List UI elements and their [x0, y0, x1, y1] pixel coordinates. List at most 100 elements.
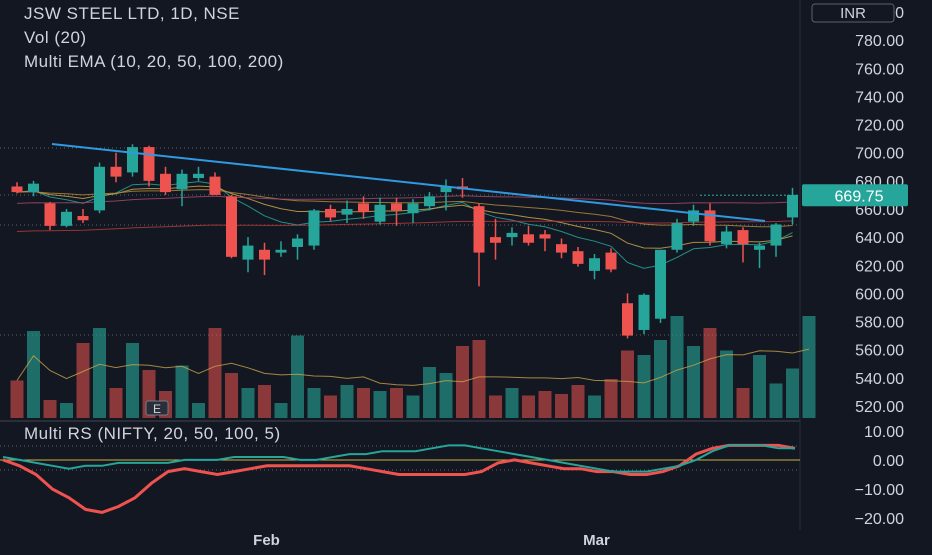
candle-body [770, 224, 782, 246]
candle-body [28, 183, 39, 193]
earnings-marker-box [145, 400, 169, 416]
candle-body [374, 204, 386, 222]
candle-body [638, 294, 650, 330]
candle-body [572, 251, 584, 264]
candle-body [160, 173, 171, 193]
rs-tick-label: −20.00 [855, 511, 904, 528]
candle-body [589, 258, 600, 271]
earnings-marker: E [145, 400, 169, 416]
rs-main-line [2, 443, 796, 514]
candle-body [44, 203, 56, 226]
price-tick-label: 640.00 [855, 230, 904, 247]
volume-bar [802, 316, 816, 418]
price-tick-label: 620.00 [855, 258, 904, 275]
candle-body [506, 232, 518, 238]
volume-bar [489, 395, 502, 418]
volume-bar [786, 368, 799, 418]
volume-bar [109, 388, 123, 418]
volume-bar [390, 388, 403, 418]
candle-body [275, 249, 287, 253]
candle-body [787, 194, 798, 218]
symbol-legend: JSW STEEL LTD, 1D, NSE [24, 4, 240, 23]
candle-body [308, 210, 320, 246]
earnings-marker-label: E [153, 402, 161, 416]
candle-body [61, 211, 72, 226]
candle-body [523, 234, 534, 243]
volume-bar [241, 388, 255, 418]
volume-bar [373, 391, 387, 418]
volume-bar [324, 395, 337, 418]
candle-body [77, 216, 89, 221]
time-axis-label: Feb [253, 532, 280, 549]
volume-bar [76, 343, 90, 418]
price-tick-label: 740.00 [855, 89, 904, 106]
volume-bar [291, 335, 304, 418]
volume-bar [27, 331, 40, 418]
candle-body [754, 245, 765, 250]
candle-body [242, 245, 254, 260]
candle-body [193, 173, 204, 179]
volume-bar [736, 388, 750, 418]
volume-bar [720, 350, 733, 418]
candle-body [176, 173, 188, 190]
volume-bar [208, 328, 222, 418]
volume-bar [604, 379, 618, 418]
candle-body [688, 210, 699, 222]
last-price-badge-label: 669.75 [835, 188, 884, 205]
volume-bar [439, 373, 453, 418]
volume-bar [340, 385, 354, 418]
ema-20-line [16, 185, 793, 249]
price-tick-label: 760.00 [855, 61, 904, 78]
candle-body [259, 249, 270, 260]
volume-bar [769, 383, 783, 418]
volume-bar [258, 385, 271, 418]
price-tick-label: 780.00 [855, 33, 904, 50]
candle-body [209, 176, 221, 195]
volume-bar [571, 385, 585, 418]
volume-bar [687, 346, 700, 418]
candle-body [622, 303, 633, 336]
candle-body [325, 208, 336, 218]
candle-body [473, 206, 485, 253]
volume-bar [192, 403, 205, 418]
volume-ma-line [16, 348, 810, 386]
candle-body [11, 186, 23, 193]
currency-badge: INR [811, 3, 895, 23]
volume-bar [175, 365, 189, 418]
candle-body [490, 237, 501, 243]
time-axis-background [0, 530, 932, 550]
volume-bar [423, 367, 436, 418]
price-tick-label: 580.00 [855, 315, 904, 332]
price-tick-label: 560.00 [855, 343, 904, 360]
candle-body [655, 249, 666, 319]
volume-bar [670, 316, 684, 418]
time-axis-label: Mar [583, 532, 610, 549]
volume-bar [10, 380, 24, 418]
candle-body [391, 203, 402, 211]
rs-tick-label: 0.00 [873, 453, 904, 470]
candle-body [407, 203, 419, 214]
currency-badge-box [811, 3, 895, 23]
last-price-badge: 669.75 [802, 184, 908, 207]
volume-bar [126, 343, 139, 418]
price-tick-label: 720.00 [855, 118, 904, 135]
volume-bar [555, 394, 568, 418]
candle-body [539, 234, 551, 239]
volume-bar [307, 388, 321, 418]
candle-body [605, 252, 617, 270]
candle-body [341, 208, 353, 215]
candle-body [292, 238, 303, 247]
volume-bar [357, 388, 370, 418]
candle-body [737, 230, 749, 245]
volume-bar [43, 400, 57, 418]
volume-bar [225, 373, 238, 418]
currency-badge-label: INR [840, 5, 866, 22]
rs-short-line [2, 444, 795, 473]
volume-bar [703, 328, 717, 418]
price-tick-label: 600.00 [855, 286, 904, 303]
price-tick-label: 700.00 [855, 146, 904, 163]
price-tick-label: 520.00 [855, 399, 904, 416]
volume-bar [274, 403, 288, 418]
